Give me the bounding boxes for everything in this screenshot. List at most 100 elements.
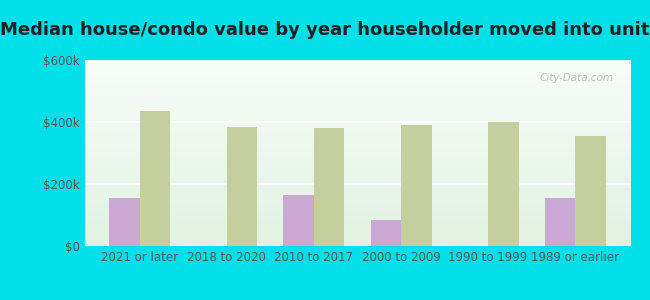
Bar bbox=[84, 201, 630, 203]
Bar bbox=[84, 164, 630, 166]
Bar bbox=[84, 97, 630, 99]
Bar bbox=[283, 195, 314, 246]
Bar bbox=[84, 64, 630, 66]
Bar bbox=[84, 227, 630, 229]
Bar bbox=[84, 112, 630, 114]
Bar bbox=[84, 235, 630, 237]
Bar bbox=[84, 95, 630, 97]
Bar bbox=[84, 119, 630, 122]
Bar bbox=[84, 122, 630, 123]
Bar bbox=[84, 75, 630, 77]
Bar bbox=[84, 240, 630, 242]
Bar bbox=[84, 110, 630, 112]
Bar bbox=[84, 129, 630, 131]
Bar bbox=[84, 200, 630, 201]
Bar bbox=[84, 160, 630, 162]
Bar bbox=[401, 125, 432, 246]
Bar bbox=[84, 105, 630, 106]
Bar bbox=[84, 157, 630, 159]
Bar bbox=[140, 111, 170, 246]
Bar bbox=[84, 118, 630, 119]
Bar bbox=[84, 175, 630, 177]
Bar bbox=[84, 123, 630, 125]
Bar bbox=[84, 68, 630, 69]
Bar bbox=[84, 173, 630, 175]
Bar bbox=[84, 209, 630, 211]
Bar bbox=[84, 60, 630, 62]
Bar bbox=[84, 177, 630, 179]
Bar bbox=[84, 103, 630, 105]
Bar bbox=[84, 216, 630, 218]
Bar bbox=[84, 71, 630, 73]
Bar bbox=[84, 159, 630, 161]
Bar bbox=[84, 99, 630, 101]
Bar bbox=[84, 77, 630, 79]
Bar bbox=[84, 144, 630, 146]
Bar bbox=[84, 86, 630, 88]
Bar bbox=[84, 82, 630, 84]
Bar bbox=[84, 153, 630, 155]
Bar bbox=[84, 136, 630, 138]
Bar bbox=[84, 238, 630, 240]
Bar bbox=[84, 242, 630, 244]
Bar bbox=[84, 108, 630, 110]
Bar bbox=[84, 172, 630, 173]
Bar bbox=[84, 218, 630, 220]
Bar bbox=[84, 114, 630, 116]
Bar bbox=[84, 127, 630, 129]
Bar bbox=[84, 131, 630, 133]
Bar bbox=[84, 211, 630, 212]
Bar bbox=[84, 73, 630, 75]
Bar bbox=[84, 155, 630, 157]
Bar bbox=[370, 220, 401, 246]
Bar bbox=[84, 220, 630, 222]
Bar bbox=[488, 122, 519, 246]
Bar bbox=[84, 133, 630, 134]
Bar bbox=[84, 149, 630, 151]
Bar bbox=[84, 140, 630, 142]
Bar bbox=[84, 162, 630, 164]
Bar bbox=[109, 198, 140, 246]
Bar bbox=[84, 188, 630, 190]
Bar bbox=[84, 66, 630, 68]
Bar bbox=[84, 84, 630, 86]
Bar bbox=[84, 184, 630, 187]
Bar bbox=[84, 190, 630, 192]
Bar bbox=[84, 166, 630, 168]
Bar bbox=[84, 88, 630, 90]
Bar bbox=[84, 181, 630, 183]
Bar bbox=[575, 136, 606, 246]
Bar bbox=[84, 146, 630, 147]
Bar bbox=[84, 80, 630, 82]
Bar bbox=[84, 134, 630, 136]
Bar bbox=[84, 187, 630, 188]
Bar bbox=[84, 198, 630, 200]
Bar bbox=[314, 128, 344, 246]
Bar bbox=[84, 94, 630, 95]
Bar bbox=[84, 214, 630, 216]
Bar bbox=[84, 106, 630, 108]
Bar bbox=[84, 79, 630, 80]
Bar bbox=[84, 207, 630, 209]
Bar bbox=[84, 179, 630, 181]
Bar bbox=[84, 233, 630, 235]
Bar bbox=[84, 125, 630, 127]
Bar bbox=[84, 222, 630, 224]
Bar bbox=[84, 231, 630, 233]
Bar bbox=[84, 194, 630, 196]
Bar bbox=[84, 203, 630, 205]
Bar bbox=[84, 62, 630, 64]
Bar bbox=[84, 237, 630, 239]
Bar bbox=[84, 224, 630, 226]
Bar bbox=[84, 92, 630, 94]
Bar bbox=[84, 170, 630, 172]
Bar bbox=[84, 229, 630, 231]
Bar bbox=[84, 147, 630, 149]
Bar bbox=[84, 142, 630, 144]
Bar bbox=[84, 101, 630, 103]
Text: City-Data.com: City-Data.com bbox=[540, 73, 614, 83]
Bar bbox=[84, 226, 630, 227]
Bar bbox=[227, 127, 257, 246]
Bar bbox=[84, 196, 630, 198]
Bar bbox=[84, 69, 630, 71]
